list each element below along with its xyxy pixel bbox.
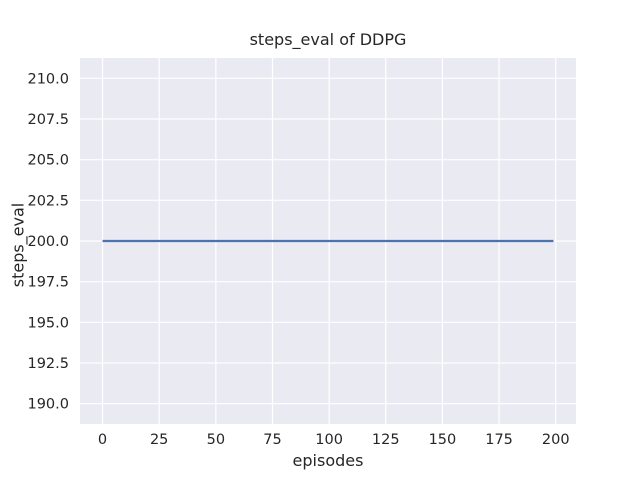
y-tick-label: 202.5	[27, 193, 69, 209]
x-tick-label: 150	[429, 432, 457, 448]
chart-title: steps_eval of DDPG	[249, 30, 407, 49]
y-tick-label: 200.0	[27, 234, 69, 250]
y-tick-label: 192.5	[27, 356, 69, 372]
x-tick-label: 125	[372, 432, 400, 448]
x-tick-label: 25	[150, 432, 168, 448]
x-tick-label: 175	[485, 432, 513, 448]
y-tick-label: 205.0	[27, 153, 69, 169]
x-tick-label: 0	[98, 432, 107, 448]
y-tick-label: 197.5	[27, 275, 69, 291]
y-tick-label: 195.0	[27, 315, 69, 331]
x-tick-label: 75	[263, 432, 281, 448]
x-tick-label: 200	[542, 432, 570, 448]
x-tick-label: 50	[207, 432, 225, 448]
y-axis-label: steps_eval	[8, 202, 28, 288]
y-tick-label: 190.0	[27, 397, 69, 413]
y-tick-label: 207.5	[27, 112, 69, 128]
x-axis-label: episodes	[292, 451, 364, 470]
y-tick-label: 210.0	[27, 71, 69, 87]
x-tick-label: 100	[315, 432, 343, 448]
